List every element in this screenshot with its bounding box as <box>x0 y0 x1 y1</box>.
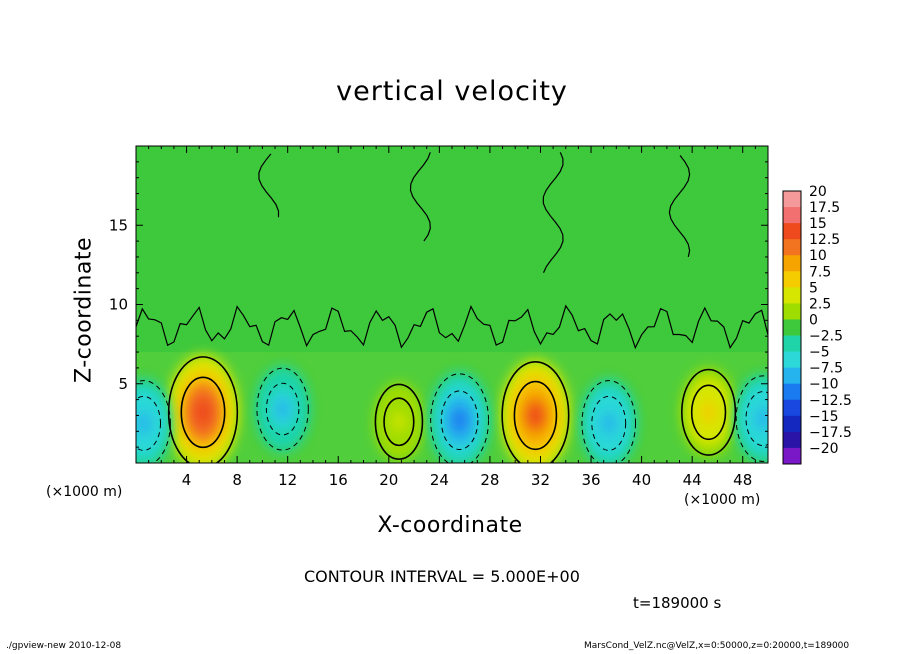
colorbar-segment <box>783 319 801 337</box>
colorbar-label: −17.5 <box>809 425 852 441</box>
colorbar-segment <box>783 191 801 208</box>
contour-downdraft-6-0 <box>256 367 309 451</box>
chart-title: vertical velocity <box>336 76 568 107</box>
cell-updraft-0-layer-3 <box>193 397 213 427</box>
colorbar-segment <box>783 287 801 304</box>
upper-contour-3 <box>668 155 691 258</box>
colorbar-label: 2.5 <box>809 296 831 312</box>
contour-downdraft-7-0 <box>136 380 171 463</box>
x-tick-label: 40 <box>632 471 651 489</box>
footer-source: MarsCond_VelZ.nc@VelZ,x=0:50000,z=0:2000… <box>584 641 850 651</box>
colorbar-label: 20 <box>809 184 827 200</box>
cell-updraft-3-layer-3 <box>392 411 406 432</box>
colorbar-segment <box>783 271 801 288</box>
contour-updraft-3-1 <box>383 397 415 447</box>
y-tick-label: 15 <box>109 216 128 234</box>
colorbar-segment <box>783 351 801 369</box>
cell-downdraft-6-layer-3 <box>275 398 290 420</box>
contour-updraft-2-0 <box>681 368 737 456</box>
y-tick-label: 10 <box>109 296 128 314</box>
zero-contour-boundary <box>136 304 768 350</box>
x-tick-label: 28 <box>480 471 499 489</box>
contour-downdraft-4-1 <box>440 390 479 450</box>
x-axis-label: X-coordinate <box>377 513 523 538</box>
contour-downdraft-4-0 <box>430 373 490 463</box>
contour-downdraft-7-1 <box>136 395 161 451</box>
x-axis-unit-right: (×1000 m) <box>684 492 761 508</box>
colorbar-label: −12.5 <box>809 393 852 409</box>
cell-updraft-1-layer-3 <box>526 401 545 430</box>
cell-downdraft-5-layer-3 <box>601 412 616 435</box>
plot-clip-group <box>136 146 768 463</box>
upper-contour-1 <box>409 152 431 242</box>
cell-downdraft-4-layer-3 <box>451 408 468 433</box>
x-tick-label: 36 <box>581 471 600 489</box>
cell-updraft-2-layer-3 <box>701 401 716 424</box>
colorbar-label: 5 <box>809 280 818 296</box>
x-tick-label: 16 <box>329 471 348 489</box>
colorbar-label: 10 <box>809 248 827 264</box>
colorbar-segment <box>783 367 801 385</box>
colorbar-label: −7.5 <box>809 361 843 377</box>
cell-downdraft-8-layer-3 <box>755 407 768 430</box>
contour-downdraft-6-1 <box>265 382 300 436</box>
contour-updraft-3-0 <box>374 383 424 460</box>
colorbar-segment <box>783 239 801 256</box>
colorbar-label: 7.5 <box>809 264 831 280</box>
contour-clip-group <box>136 152 768 463</box>
contour-lines <box>136 152 768 463</box>
contour-downdraft-5-1 <box>591 395 627 451</box>
footer-program-date: ./gpview-new 2010-12-08 <box>6 641 122 651</box>
colorbar-label: −2.5 <box>809 329 843 345</box>
colorbar-frame <box>782 190 802 465</box>
colorbar-label: −20 <box>809 441 839 457</box>
colorbar-segment <box>783 383 801 401</box>
colorbar-segment <box>783 399 801 417</box>
x-tick-label: 20 <box>379 471 398 489</box>
colorbar-label: −15 <box>809 409 839 425</box>
plot-area <box>136 146 768 463</box>
colorbar-segment <box>783 431 801 449</box>
x-axis-unit-left: (×1000 m) <box>46 484 123 500</box>
colorbar-segment <box>783 447 801 465</box>
x-tick-label: 8 <box>232 471 242 489</box>
colorbar-segment <box>783 335 801 353</box>
contour-interval-note: CONTOUR INTERVAL = 5.000E+00 <box>304 567 580 586</box>
colorbar-segment <box>783 223 801 240</box>
colorbar-label: −10 <box>809 377 839 393</box>
contour-updraft-1-0 <box>501 361 570 463</box>
colorbar-label: 0 <box>809 312 818 328</box>
upper-contour-2 <box>542 152 564 274</box>
cell-downdraft-7-layer-3 <box>136 412 151 435</box>
colorbar-label: 17.5 <box>809 200 840 216</box>
x-tick-label: 4 <box>182 471 192 489</box>
upper-contour-0 <box>258 153 280 218</box>
x-tick-label: 12 <box>278 471 297 489</box>
x-tick-label: 24 <box>430 471 449 489</box>
colorbar-label: 12.5 <box>809 232 840 248</box>
colorbar-segment <box>783 255 801 272</box>
contour-updraft-1-1 <box>513 380 558 451</box>
colorbar-segment <box>783 303 801 320</box>
colorbar: 2017.51512.5107.552.50−2.5−5−7.5−10−12.5… <box>782 184 852 465</box>
colorbar-segment <box>783 415 801 433</box>
contour-updraft-0-1 <box>180 376 226 449</box>
contour-downdraft-8-0 <box>735 375 768 462</box>
colorbar-segment <box>783 207 801 224</box>
y-tick-label: 5 <box>118 375 128 393</box>
contour-downdraft-5-0 <box>581 380 637 463</box>
contour-updraft-2-1 <box>690 384 727 441</box>
x-tick-label: 48 <box>733 471 752 489</box>
y-axis-label: Z-coordinate <box>71 237 97 383</box>
colorbar-label: −5 <box>809 345 830 361</box>
time-stamp: t=189000 s <box>633 594 722 612</box>
contour-updraft-0-0 <box>167 356 239 463</box>
colorbar-label: 15 <box>809 216 827 232</box>
x-tick-label: 44 <box>683 471 702 489</box>
x-tick-label: 32 <box>531 471 550 489</box>
